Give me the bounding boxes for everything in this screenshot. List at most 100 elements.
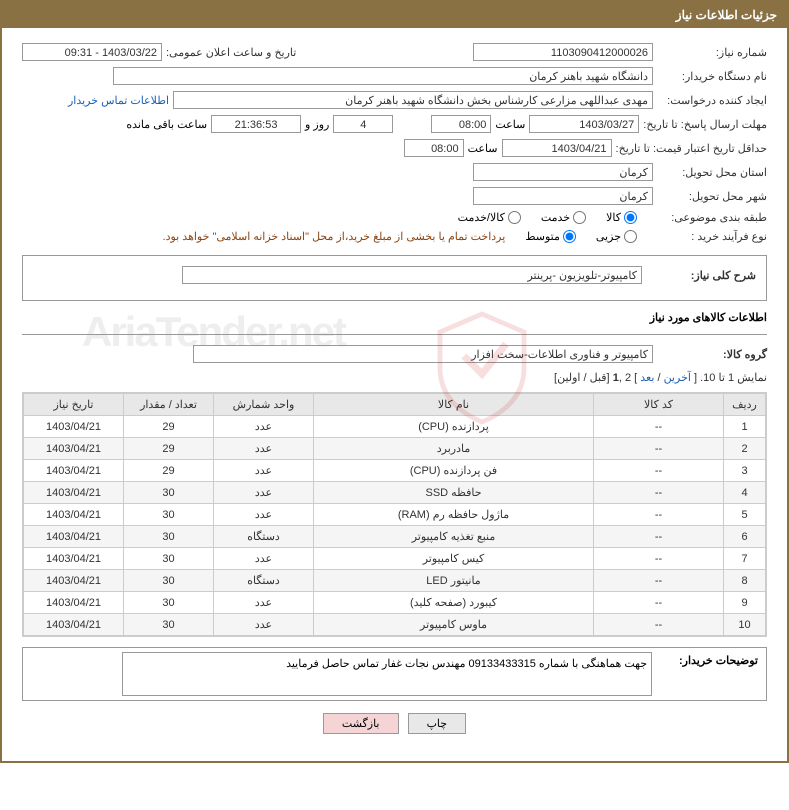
announce-date-label: تاریخ و ساعت اعلان عمومی: xyxy=(166,46,296,59)
row-province: استان محل تحویل: کرمان xyxy=(22,163,767,181)
table-cell: 2 xyxy=(724,438,766,460)
table-cell: 29 xyxy=(124,460,214,482)
table-row: 6--منبع تغذیه کامپیوتردستگاه301403/04/21 xyxy=(24,526,766,548)
table-cell: 30 xyxy=(124,526,214,548)
table-cell: عدد xyxy=(214,504,314,526)
table-row: 1--پردازنده (CPU)عدد291403/04/21 xyxy=(24,416,766,438)
deadline-time: 08:00 xyxy=(431,115,491,133)
table-cell: فن پردازنده (CPU) xyxy=(314,460,594,482)
table-cell: 3 xyxy=(724,460,766,482)
category-option-both[interactable]: کالا/خدمت xyxy=(458,211,521,224)
table-cell: 1403/04/21 xyxy=(24,482,124,504)
col-date: تاریخ نیاز xyxy=(24,394,124,416)
table-cell: -- xyxy=(594,504,724,526)
buyer-notes-label: توضیحات خریدار: xyxy=(656,648,766,673)
radio-service[interactable] xyxy=(573,211,586,224)
table-cell: 5 xyxy=(724,504,766,526)
table-cell: 1403/04/21 xyxy=(24,548,124,570)
category-option-service[interactable]: خدمت xyxy=(541,211,586,224)
contact-link[interactable]: اطلاعات تماس خریدار xyxy=(68,94,169,107)
table-cell: 8 xyxy=(724,570,766,592)
city-label: شهر محل تحویل: xyxy=(657,190,767,203)
group-label: گروه کالا: xyxy=(657,348,767,361)
need-desc-box: شرح کلی نیاز: کامپیوتر-تلویزیون -پرینتر xyxy=(22,255,767,301)
table-cell: کیبورد (صفحه کلید) xyxy=(314,592,594,614)
requester-value: مهدی عبداللهی مزارعی کارشناس بخش دانشگاه… xyxy=(173,91,653,109)
table-cell: 30 xyxy=(124,482,214,504)
row-city: شهر محل تحویل: کرمان xyxy=(22,187,767,205)
deadline-label: مهلت ارسال پاسخ: تا تاریخ: xyxy=(643,118,767,131)
table-cell: 30 xyxy=(124,504,214,526)
table-cell: 30 xyxy=(124,592,214,614)
days-count: 4 xyxy=(333,115,393,133)
pager-last[interactable]: آخرین xyxy=(664,372,691,384)
radio-goods[interactable] xyxy=(624,211,637,224)
province-label: استان محل تحویل: xyxy=(657,166,767,179)
purchase-note: پرداخت تمام یا بخشی از مبلغ خرید،از محل … xyxy=(163,230,506,243)
province-value: کرمان xyxy=(473,163,653,181)
purchase-option-minor[interactable]: جزیی xyxy=(596,230,637,243)
table-row: 3--فن پردازنده (CPU)عدد291403/04/21 xyxy=(24,460,766,482)
table-cell: حافظه SSD xyxy=(314,482,594,504)
row-purchase-type: نوع فرآیند خرید : جزیی متوسط پرداخت تمام… xyxy=(22,230,767,243)
col-unit: واحد شمارش xyxy=(214,394,314,416)
table-cell: مانیتور LED xyxy=(314,570,594,592)
col-name: نام کالا xyxy=(314,394,594,416)
validity-time: 08:00 xyxy=(404,139,464,157)
table-cell: 30 xyxy=(124,570,214,592)
table-cell: 1403/04/21 xyxy=(24,416,124,438)
col-code: کد کالا xyxy=(594,394,724,416)
table-cell: -- xyxy=(594,438,724,460)
need-desc-value: کامپیوتر-تلویزیون -پرینتر xyxy=(182,266,642,284)
divider xyxy=(22,334,767,335)
remain-label: ساعت باقی مانده xyxy=(126,118,207,131)
col-row: ردیف xyxy=(724,394,766,416)
radio-minor[interactable] xyxy=(624,230,637,243)
table-row: 7--کیس کامپیوترعدد301403/04/21 xyxy=(24,548,766,570)
page-header: جزئیات اطلاعات نیاز xyxy=(2,2,787,28)
goods-info-title: اطلاعات کالاهای مورد نیاز xyxy=(22,311,767,324)
group-value: کامپیوتر و فناوری اطلاعات-سخت افزار xyxy=(193,345,653,363)
purchase-option-medium[interactable]: متوسط xyxy=(525,230,576,243)
table-row: 2--مادربردعدد291403/04/21 xyxy=(24,438,766,460)
table-row: 4--حافظه SSDعدد301403/04/21 xyxy=(24,482,766,504)
row-need-number: شماره نیاز: 1103090412000026 تاریخ و ساع… xyxy=(22,43,767,61)
table-cell: عدد xyxy=(214,438,314,460)
table-cell: 29 xyxy=(124,416,214,438)
table-cell: عدد xyxy=(214,548,314,570)
row-requester: ایجاد کننده درخواست: مهدی عبداللهی مزارع… xyxy=(22,91,767,109)
days-label: روز و xyxy=(305,118,329,131)
table-cell: 30 xyxy=(124,614,214,636)
category-option-goods[interactable]: کالا xyxy=(606,211,637,224)
table-cell: -- xyxy=(594,570,724,592)
page-title: جزئیات اطلاعات نیاز xyxy=(676,8,777,22)
radio-both[interactable] xyxy=(508,211,521,224)
table-cell: پردازنده (CPU) xyxy=(314,416,594,438)
table-header-row: ردیف کد کالا نام کالا واحد شمارش تعداد /… xyxy=(24,394,766,416)
time-label: ساعت xyxy=(495,118,525,131)
row-group: گروه کالا: کامپیوتر و فناوری اطلاعات-سخت… xyxy=(22,345,767,363)
pager-next[interactable]: بعد xyxy=(640,372,654,384)
validity-date: 1403/04/21 xyxy=(502,139,612,157)
deadline-date: 1403/03/27 xyxy=(529,115,639,133)
table-cell: ماژول حافظه رم (RAM) xyxy=(314,504,594,526)
time-label-2: ساعت xyxy=(468,142,498,155)
table-cell: 1403/04/21 xyxy=(24,526,124,548)
col-qty: تعداد / مقدار xyxy=(124,394,214,416)
table-cell: 1403/04/21 xyxy=(24,570,124,592)
need-number-value: 1103090412000026 xyxy=(473,43,653,61)
radio-medium[interactable] xyxy=(563,230,576,243)
table-row: 8--مانیتور LEDدستگاه301403/04/21 xyxy=(24,570,766,592)
table-cell: عدد xyxy=(214,614,314,636)
table-cell: -- xyxy=(594,614,724,636)
back-button[interactable]: بازگشت xyxy=(323,713,399,734)
print-button[interactable]: چاپ xyxy=(408,713,467,734)
table-row: 10--ماوس کامپیوترعدد301403/04/21 xyxy=(24,614,766,636)
table-cell: ماوس کامپیوتر xyxy=(314,614,594,636)
buyer-org-value: دانشگاه شهید باهنر کرمان xyxy=(113,67,653,85)
table-cell: دستگاه xyxy=(214,526,314,548)
table-cell: عدد xyxy=(214,592,314,614)
city-value: کرمان xyxy=(473,187,653,205)
main-container: جزئیات اطلاعات نیاز AriaTender.net شماره… xyxy=(0,0,789,763)
table-cell: 1403/04/21 xyxy=(24,614,124,636)
